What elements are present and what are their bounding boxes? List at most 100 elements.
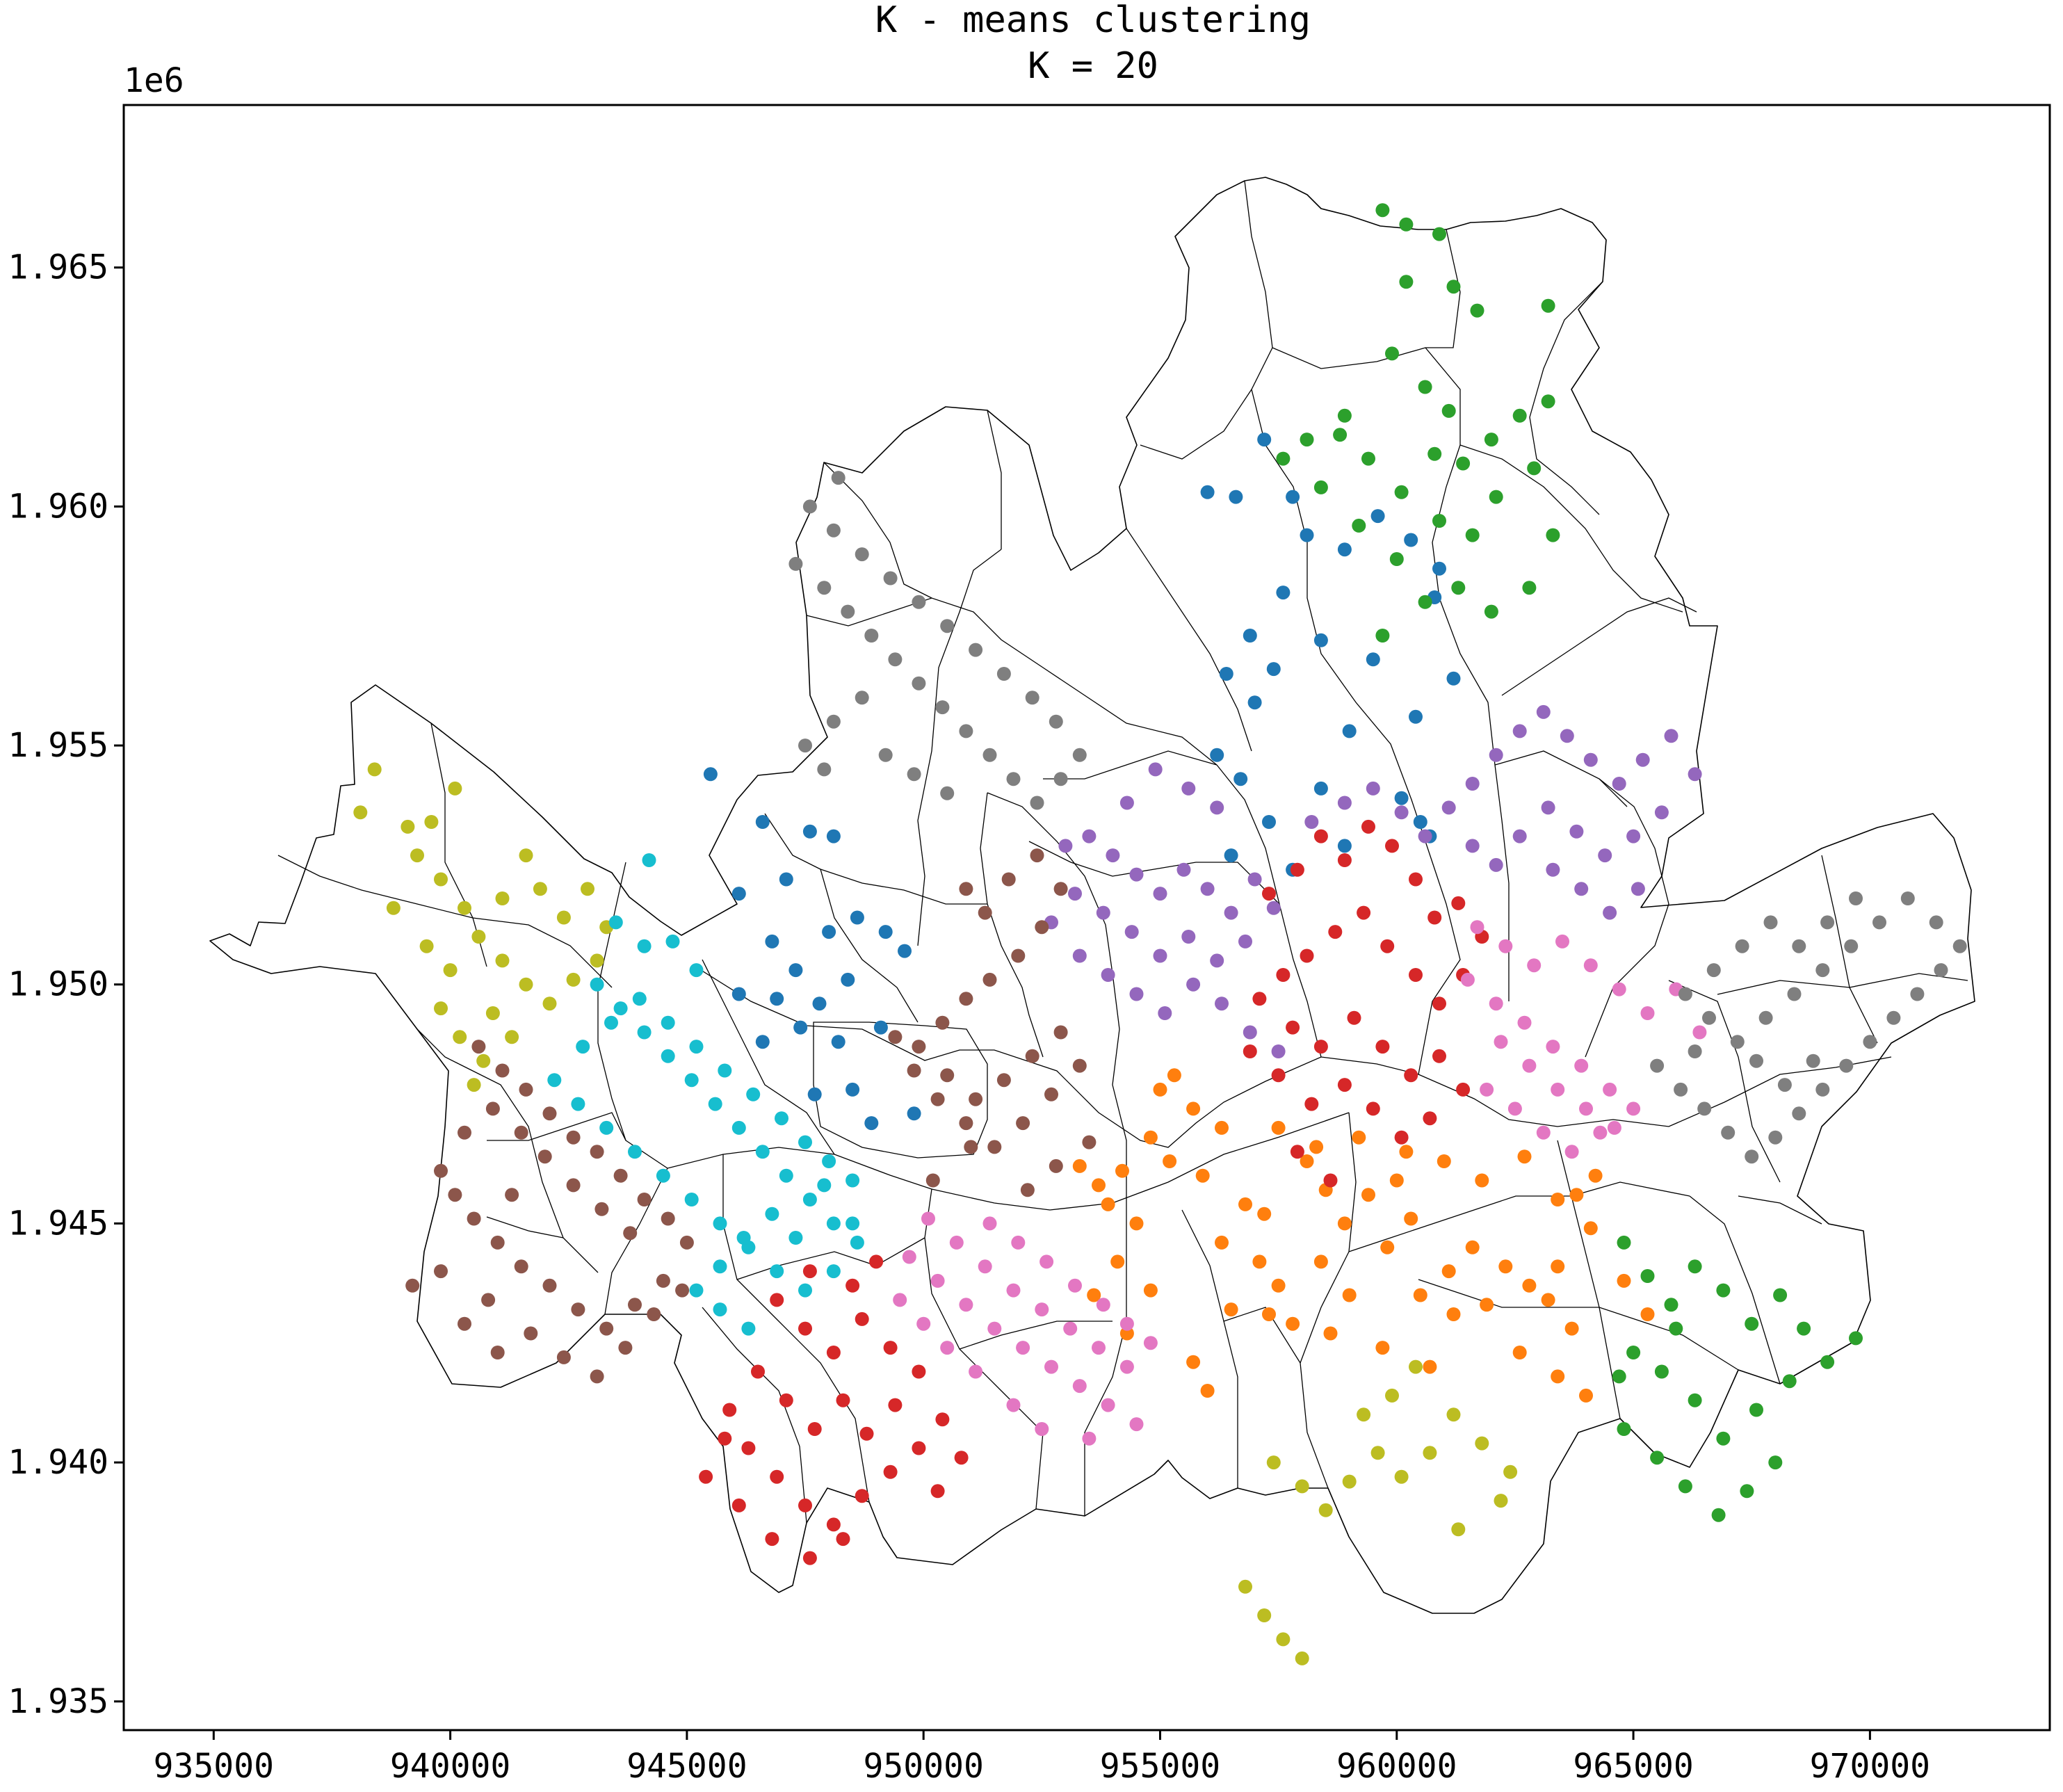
data-point (1016, 1116, 1030, 1131)
data-point (1480, 1298, 1494, 1312)
cluster-brown (405, 848, 1097, 1384)
data-point (1238, 1579, 1252, 1594)
data-point (1328, 925, 1343, 939)
data-point (802, 499, 817, 514)
data-point (628, 1298, 642, 1312)
data-point (1243, 1025, 1257, 1040)
data-point (1773, 1288, 1788, 1302)
district-line (1821, 855, 1878, 1044)
data-point (779, 1168, 793, 1183)
data-point (741, 1321, 756, 1336)
data-point (1337, 1078, 1352, 1092)
data-point (978, 905, 992, 920)
data-point (1574, 882, 1589, 896)
data-point (1300, 433, 1314, 447)
data-point (959, 882, 973, 896)
district-line (1494, 750, 1628, 807)
data-point (1437, 1154, 1451, 1168)
data-point (665, 934, 680, 949)
data-point (1224, 848, 1238, 863)
data-point (661, 1015, 675, 1030)
data-point (1494, 1494, 1508, 1508)
data-point (1527, 461, 1542, 476)
data-point (1423, 1359, 1437, 1374)
data-point (978, 1259, 992, 1274)
data-point (1276, 968, 1291, 982)
data-point (1053, 772, 1068, 786)
data-point (751, 1364, 765, 1379)
data-point (1745, 1316, 1759, 1331)
data-point (770, 992, 784, 1006)
data-point (1011, 1235, 1026, 1250)
data-point (1366, 781, 1380, 796)
data-point (1252, 992, 1267, 1006)
data-point (1489, 490, 1503, 504)
data-point (770, 1264, 784, 1279)
data-point (1257, 1608, 1272, 1622)
data-point (453, 1030, 467, 1044)
data-point (1626, 1101, 1641, 1116)
data-point (1243, 629, 1257, 643)
data-point (623, 1226, 638, 1241)
data-point (1200, 1384, 1215, 1398)
data-point (959, 992, 973, 1006)
data-point (485, 1006, 500, 1020)
data-point (1782, 1374, 1797, 1389)
data-point (1688, 1044, 1702, 1058)
data-point (1337, 1216, 1352, 1231)
data-point (1716, 1283, 1731, 1298)
data-point (1441, 800, 1456, 815)
data-point (883, 1464, 898, 1479)
data-point (935, 1412, 950, 1427)
data-point (1148, 762, 1163, 777)
data-point (599, 1120, 614, 1135)
data-point (1413, 815, 1427, 829)
data-point (1787, 987, 1802, 1001)
data-point (1404, 1068, 1418, 1083)
data-point (542, 1278, 557, 1293)
data-point (467, 1211, 481, 1226)
data-point (987, 1140, 1002, 1154)
district-line (917, 549, 1002, 946)
data-point (855, 1311, 869, 1326)
data-point (490, 1235, 505, 1250)
data-point (846, 1216, 860, 1231)
data-point (1617, 1235, 1631, 1250)
data-point (1072, 1379, 1087, 1394)
district-line (820, 869, 987, 905)
x-tick-label: 960000 (1336, 1747, 1457, 1786)
data-point (788, 556, 803, 571)
data-point (982, 1216, 997, 1231)
chart-subtitle: K = 20 (1028, 45, 1158, 87)
data-point (1512, 408, 1527, 423)
data-point (898, 944, 912, 958)
data-point (850, 1235, 864, 1250)
data-point (831, 471, 846, 485)
data-point (1072, 1058, 1087, 1073)
data-point (940, 1068, 955, 1083)
data-point (1352, 518, 1366, 533)
data-point (864, 1116, 879, 1131)
data-point (1129, 867, 1144, 882)
data-point (1389, 1173, 1404, 1188)
data-point (699, 1469, 713, 1484)
district-line (604, 1168, 668, 1315)
data-point (935, 700, 950, 715)
data-point (731, 1498, 746, 1512)
data-point (1640, 1269, 1655, 1283)
data-point (1006, 1283, 1021, 1298)
district-line (736, 1237, 925, 1280)
data-point (1082, 1431, 1097, 1446)
data-point (888, 652, 903, 667)
data-point (434, 1001, 448, 1016)
data-point (1815, 1082, 1830, 1097)
data-point (1271, 1068, 1286, 1083)
data-point (1669, 1321, 1683, 1336)
data-point (1115, 1163, 1129, 1178)
data-point (1451, 1522, 1466, 1537)
data-point (1640, 1307, 1655, 1321)
data-point (788, 963, 803, 978)
y-tick-label: 1.940 (8, 1443, 109, 1482)
data-point (1375, 203, 1390, 218)
data-point (883, 571, 898, 586)
